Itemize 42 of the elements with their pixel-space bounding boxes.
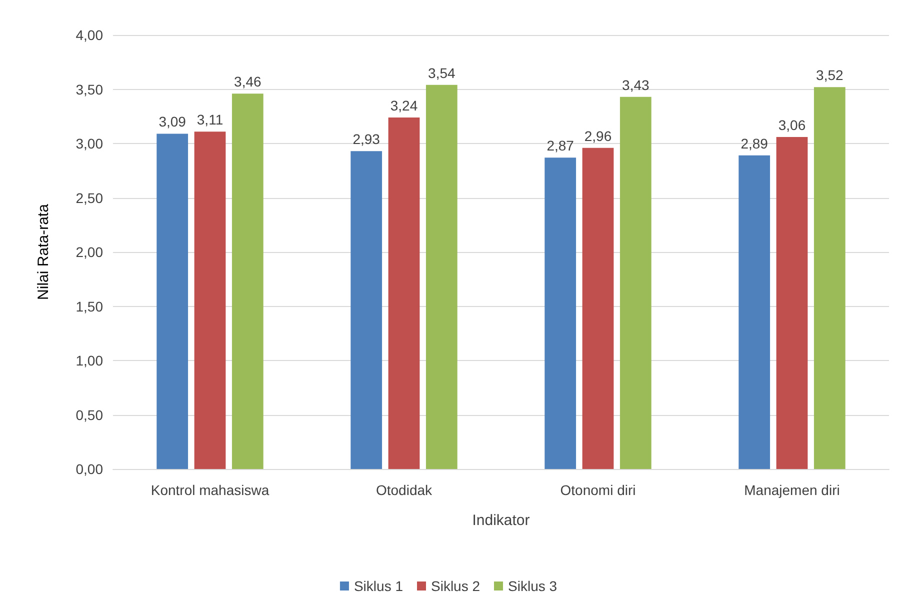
- legend-label: Siklus 2: [430, 578, 480, 594]
- y-tick-label: 3,50: [76, 81, 104, 98]
- x-tick-label: Kontrol mahasiswa: [150, 482, 270, 498]
- y-tick-label: 1,00: [76, 352, 104, 368]
- data-label: 3,46: [234, 74, 262, 90]
- bar: [350, 151, 382, 469]
- data-label: 2,89: [740, 135, 768, 152]
- x-tick-label: Manajemen diri: [744, 482, 840, 498]
- data-label: 3,11: [196, 112, 224, 128]
- y-tick-label: 1,50: [76, 298, 104, 314]
- data-label: 3,06: [778, 116, 806, 133]
- bar: [388, 117, 420, 469]
- bar: [156, 134, 188, 469]
- data-label: 3,54: [428, 64, 456, 81]
- x-tick-label: Otonomi diri: [560, 482, 636, 498]
- bar: [814, 87, 846, 469]
- bar: [776, 136, 808, 469]
- x-tick-label: Otodidak: [376, 482, 434, 498]
- x-axis-title: Indikator: [472, 512, 530, 529]
- bar: [232, 94, 264, 469]
- y-tick-label: 0,00: [76, 461, 104, 477]
- data-label: 2,96: [584, 128, 612, 144]
- y-tick-label: 4,00: [76, 27, 104, 43]
- bar: [582, 148, 614, 469]
- data-label: 3,09: [158, 114, 186, 130]
- y-axis-title: Nilai Rata-rata: [35, 203, 52, 300]
- data-label: 3,24: [390, 97, 418, 114]
- bar: [426, 84, 458, 469]
- y-tick-label: 2,50: [76, 190, 104, 206]
- bar: [194, 132, 226, 469]
- y-tick-label: 3,00: [76, 136, 104, 152]
- legend-label: Siklus 3: [508, 578, 558, 594]
- data-label: 2,87: [546, 138, 574, 154]
- data-label: 2,93: [352, 131, 380, 148]
- bar: [620, 96, 652, 469]
- y-tick-label: 2,00: [76, 244, 104, 260]
- data-label: 3,52: [816, 67, 844, 84]
- data-label: 3,43: [622, 76, 650, 93]
- bar: [738, 155, 770, 469]
- y-tick-label: 0,50: [76, 406, 104, 423]
- bar: [544, 158, 576, 469]
- legend-label: Siklus 1: [354, 578, 404, 594]
